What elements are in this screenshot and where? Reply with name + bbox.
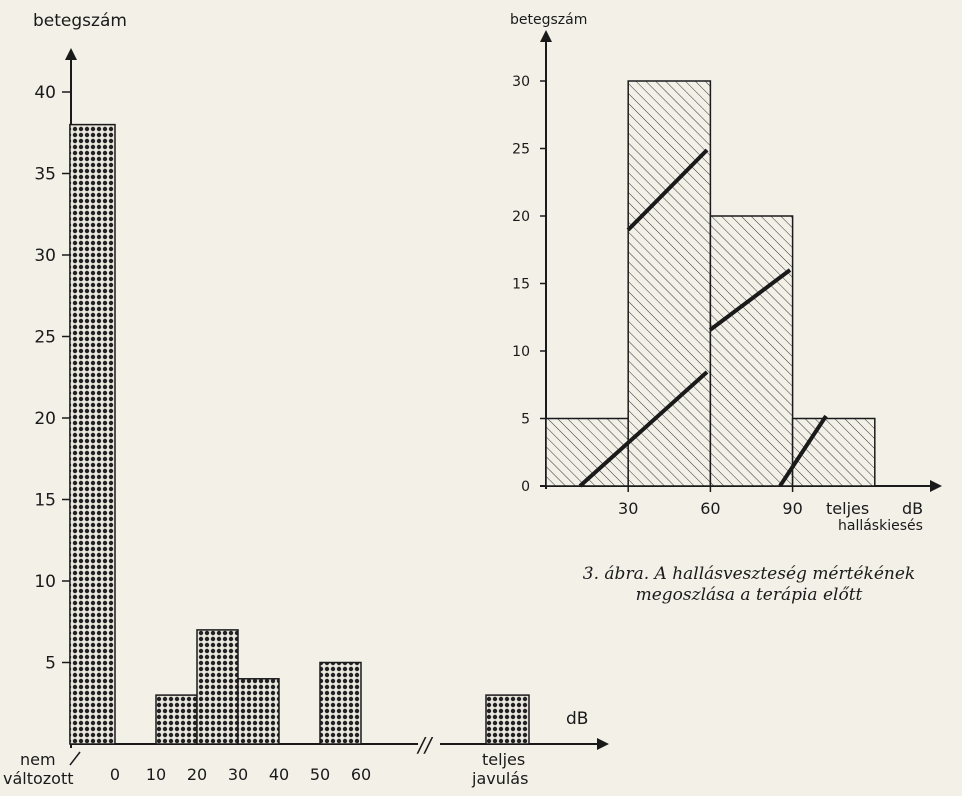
left-bar bbox=[69, 123, 116, 745]
left-x-tick-label: 40 bbox=[269, 765, 289, 784]
figure-caption: 3. ábra. A hallásveszteség mértékének me… bbox=[540, 564, 958, 606]
left-bar bbox=[155, 694, 198, 745]
right-bar bbox=[791, 417, 876, 487]
left-special-pointer bbox=[69, 751, 81, 766]
right-x-tick-label: 60 bbox=[700, 499, 720, 518]
right-bars bbox=[545, 80, 876, 488]
left-y-tick-label: 5 bbox=[45, 654, 56, 674]
left-special-1a: nem bbox=[20, 750, 56, 769]
right-bar bbox=[545, 417, 629, 487]
right-y-ticks: 0 5 10 15 20 25 30 bbox=[512, 74, 546, 495]
left-x-tick-label: 50 bbox=[310, 765, 330, 784]
right-x-ticks: 30 60 90 bbox=[618, 486, 803, 518]
right-bar bbox=[709, 215, 794, 487]
left-x-tick-label: 0 bbox=[110, 765, 120, 784]
right-y-label: betegszám bbox=[510, 12, 587, 28]
left-y-tick-label: 35 bbox=[34, 165, 56, 185]
left-x-ticks: 0 10 20 30 40 50 60 bbox=[110, 765, 371, 784]
right-y-tick-label: 10 bbox=[512, 344, 530, 360]
left-x-tick-label: 60 bbox=[351, 765, 371, 784]
right-bold-hatch bbox=[578, 370, 709, 488]
right-bold-hatch bbox=[626, 148, 709, 232]
right-y-tick-label: 30 bbox=[512, 74, 530, 90]
left-bars bbox=[69, 123, 530, 745]
left-chart: // betegszám dB 5 10 15 20 25 30 35 40 0 10 20 30 4… bbox=[3, 11, 609, 788]
right-y-tick-label: 20 bbox=[512, 209, 530, 225]
left-y-tick-label: 30 bbox=[34, 246, 56, 266]
caption-line-1: 3. ábra. A hallásveszteség mértékének bbox=[582, 564, 916, 584]
right-x-label-hallaskieses: halláskiesés bbox=[838, 518, 923, 534]
caption-line-2: megoszlása a terápia előtt bbox=[635, 585, 863, 605]
left-bar bbox=[485, 694, 530, 745]
left-x-tick-label: 10 bbox=[146, 765, 166, 784]
left-bar bbox=[237, 678, 280, 745]
right-x-label-teljes: teljes bbox=[826, 499, 869, 518]
right-bold-hatch bbox=[778, 414, 828, 488]
right-bold-hatch bbox=[708, 268, 792, 332]
left-y-tick-label: 15 bbox=[34, 491, 56, 511]
left-special-2a: teljes bbox=[482, 750, 525, 769]
left-bar bbox=[196, 629, 239, 745]
right-y-tick-label: 15 bbox=[512, 277, 530, 293]
right-y-tick-label: 0 bbox=[521, 479, 530, 495]
right-x-tick-label: 30 bbox=[618, 499, 638, 518]
right-bar bbox=[627, 80, 712, 487]
right-x-label: dB bbox=[902, 499, 923, 518]
axis-break: // bbox=[416, 733, 434, 757]
left-y-label: betegszám bbox=[33, 11, 127, 31]
left-y-tick-label: 20 bbox=[34, 409, 56, 429]
left-y-tick-label: 25 bbox=[34, 328, 56, 348]
left-bar bbox=[319, 661, 362, 745]
left-x-tick-label: 30 bbox=[228, 765, 248, 784]
left-y-ticks: 5 10 15 20 25 30 35 40 bbox=[34, 83, 71, 674]
left-y-tick-label: 40 bbox=[34, 83, 56, 103]
left-special-1b: változott bbox=[3, 769, 74, 788]
left-x-tick-label: 20 bbox=[187, 765, 207, 784]
right-y-tick-label: 25 bbox=[512, 142, 530, 158]
right-y-tick-label: 5 bbox=[521, 412, 530, 428]
left-x-label: dB bbox=[566, 709, 588, 729]
left-special-2b: javulás bbox=[471, 769, 528, 788]
right-x-tick-label: 90 bbox=[782, 499, 802, 518]
left-y-tick-label: 10 bbox=[34, 572, 56, 592]
